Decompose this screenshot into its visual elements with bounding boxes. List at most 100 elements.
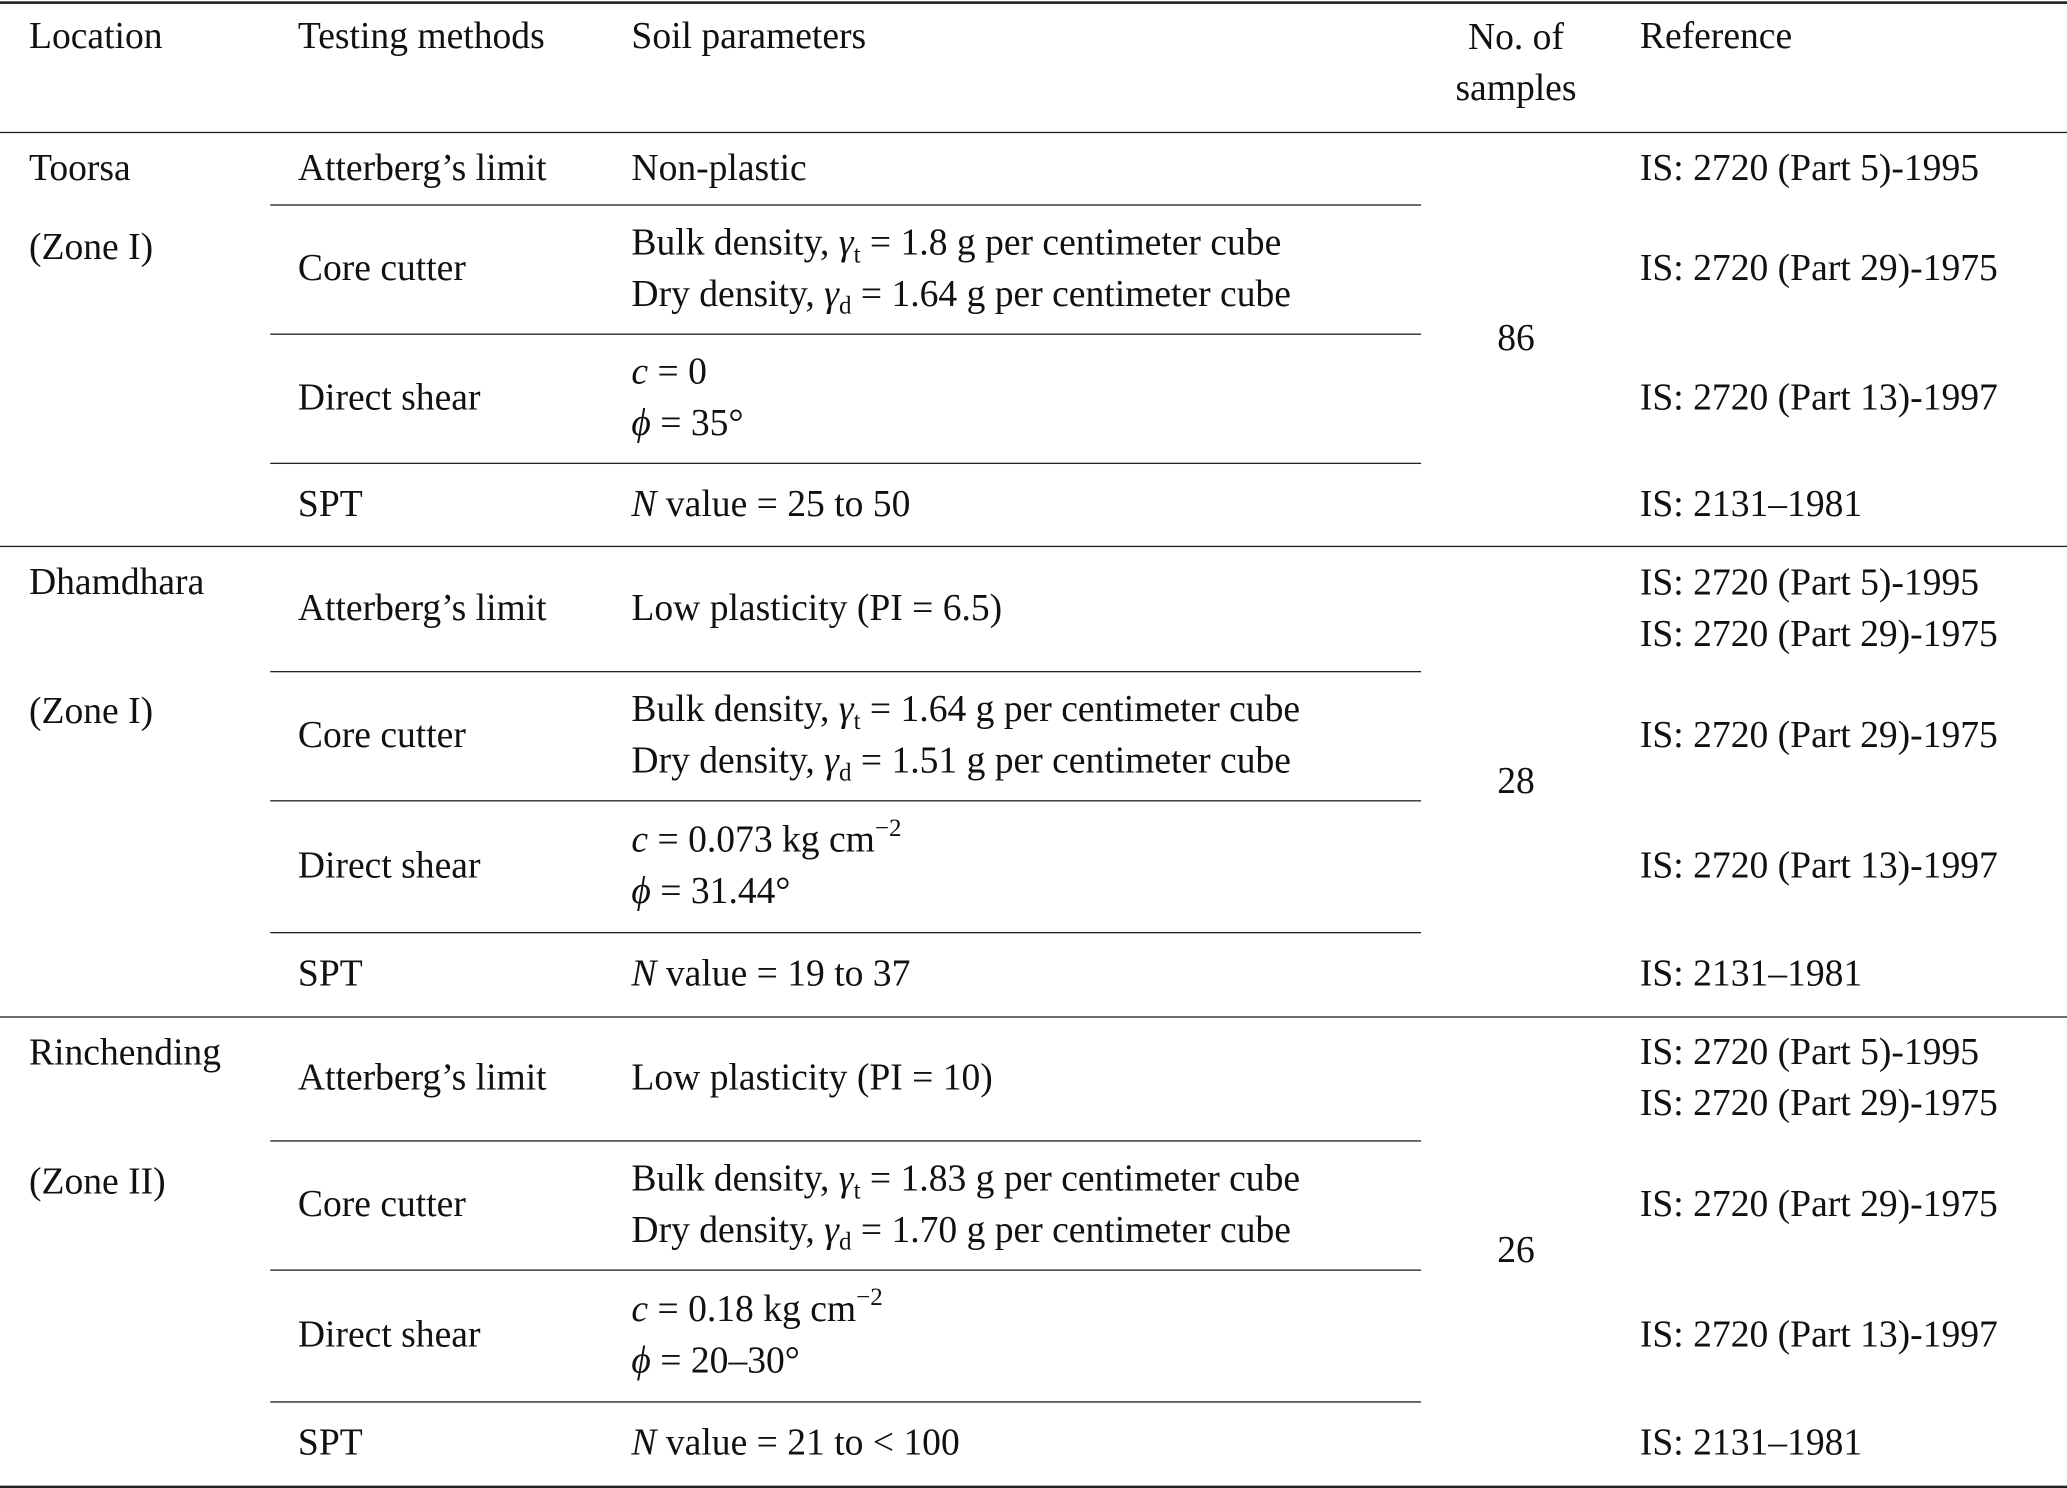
- rule: [270, 1140, 1422, 1142]
- reference-line: IS: 2720 (Part 29)-1975: [1639, 613, 1998, 655]
- reference-line: IS: 2720 (Part 5)-1995: [1639, 147, 1980, 189]
- soil-parameters: N value = 25 to 50: [631, 479, 910, 530]
- samples: 26: [1497, 1230, 1535, 1272]
- text-part: value = 21 to < 100: [656, 1423, 960, 1464]
- italic-symbol: γ: [824, 274, 839, 316]
- text-part: Dry density,: [631, 1210, 825, 1252]
- text-part: = 1.83 g per centimeter cube: [860, 1158, 1301, 1200]
- soil-parameters: c = 0.18 kg cm−2 ϕ = 20–30°: [631, 1284, 882, 1387]
- testing-method: Atterberg’s limit: [297, 1057, 547, 1099]
- header-cell: Testing methods: [297, 16, 545, 58]
- text-part: Dry density,: [631, 274, 825, 316]
- text-part: = 0.18 kg cm: [648, 1289, 857, 1331]
- italic-symbol: c: [631, 819, 649, 861]
- reference: IS: 2720 (Part 29)-1975: [1640, 1179, 1998, 1230]
- text-part: = 0.073 kg cm: [648, 819, 875, 861]
- soil-parameters: Bulk density, γt = 1.64 g per centimeter…: [631, 684, 1300, 787]
- rule: [0, 545, 2067, 548]
- parameter-line: c = 0: [631, 347, 743, 398]
- italic-symbol: γ: [838, 1158, 854, 1200]
- parameter-line: c = 0.073 kg cm−2: [631, 815, 901, 866]
- text-part: Bulk density,: [631, 689, 839, 731]
- samples: 86: [1497, 318, 1535, 360]
- zone: (Zone I): [29, 691, 154, 733]
- testing-method: Core cutter: [297, 1184, 466, 1226]
- reference-line: IS: 2720 (Part 13)-1997: [1639, 1314, 1998, 1356]
- reference-line: IS: 2720 (Part 29)-1975: [1639, 248, 1998, 290]
- soil-parameters: c = 0.073 kg cm−2 ϕ = 31.44°: [631, 815, 901, 918]
- superscript: −2: [874, 814, 902, 843]
- text-part: Low plasticity (PI = 6.5): [631, 587, 1003, 629]
- reference: IS: 2720 (Part 29)-1975: [1640, 710, 1998, 761]
- italic-symbol: c: [631, 351, 649, 393]
- testing-method: Direct shear: [297, 1314, 481, 1356]
- reference-line: IS: 2720 (Part 29)-1975: [1639, 1083, 1998, 1125]
- header-cell: No. of samples: [1455, 17, 1577, 110]
- rule: [270, 931, 1422, 934]
- location: Rinchending: [29, 1032, 222, 1074]
- parameter-line: Bulk density, γt = 1.64 g per centimeter…: [631, 684, 1300, 735]
- rule: [270, 1401, 1422, 1403]
- reference: IS: 2720 (Part 5)-1995 IS: 2720 (Part 29)…: [1640, 1027, 1998, 1130]
- text-part: = 1.70 g per centimeter cube: [851, 1210, 1291, 1252]
- italic-symbol: N: [631, 1423, 657, 1464]
- soil-parameters: N value = 19 to 37: [631, 948, 910, 999]
- italic-symbol: γ: [824, 1210, 839, 1252]
- testing-method: SPT: [297, 953, 363, 995]
- italic-symbol: ϕ: [631, 1340, 651, 1382]
- reference-line: IS: 2720 (Part 29)-1975: [1639, 715, 1998, 757]
- reference-line: IS: 2131–1981: [1639, 953, 1863, 995]
- text-part: = 0: [648, 351, 707, 393]
- text-part: value = 19 to 37: [656, 953, 911, 995]
- location: Dhamdhara: [29, 562, 205, 604]
- reference-line: IS: 2131–1981: [1639, 483, 1863, 525]
- text-part: Bulk density,: [631, 1158, 839, 1200]
- soil-parameters: Non-plastic: [631, 142, 806, 193]
- reference: IS: 2131–1981: [1640, 1418, 1862, 1469]
- italic-symbol: N: [631, 953, 657, 995]
- text-part: Dry density,: [631, 740, 825, 782]
- testing-method: Atterberg’s limit: [297, 147, 547, 189]
- text-part: value = 25 to 50: [656, 483, 911, 525]
- text-part: = 20–30°: [650, 1340, 800, 1382]
- parameter-line: Bulk density, γt = 1.83 g per centimeter…: [631, 1153, 1300, 1204]
- soil-parameters: Bulk density, γt = 1.83 g per centimeter…: [631, 1153, 1300, 1256]
- rule: [270, 204, 1422, 206]
- parameter-line: N value = 19 to 37: [631, 948, 910, 999]
- parameter-line: ϕ = 31.44°: [631, 866, 901, 917]
- testing-method: Direct shear: [297, 845, 481, 887]
- zone: (Zone I): [29, 227, 154, 269]
- reference: IS: 2131–1981: [1640, 948, 1862, 999]
- parameter-line: ϕ = 35°: [631, 398, 743, 449]
- reference: IS: 2720 (Part 13)-1997: [1640, 1310, 1998, 1361]
- parameter-line: Dry density, γd = 1.70 g per centimeter …: [631, 1205, 1300, 1256]
- zone: (Zone II): [29, 1162, 166, 1203]
- reference-line: IS: 2131–1981: [1639, 1423, 1863, 1464]
- header-cell: Location: [29, 16, 163, 58]
- rule: [270, 462, 1422, 465]
- italic-symbol: N: [631, 483, 657, 525]
- location: Toorsa: [29, 148, 131, 190]
- reference: IS: 2720 (Part 29)-1975: [1640, 243, 1998, 294]
- reference-line: IS: 2720 (Part 13)-1997: [1639, 377, 1998, 419]
- testing-method: Direct shear: [297, 377, 481, 419]
- testing-method: SPT: [297, 1423, 363, 1464]
- italic-symbol: γ: [838, 689, 854, 731]
- italic-symbol: ϕ: [631, 403, 651, 445]
- subscript: d: [838, 292, 852, 321]
- parameter-line: Low plasticity (PI = 6.5): [631, 583, 1002, 634]
- italic-symbol: c: [631, 1289, 649, 1331]
- superscript: −2: [856, 1283, 883, 1312]
- reference: IS: 2720 (Part 13)-1997: [1640, 372, 1998, 423]
- text-part: = 35°: [650, 403, 744, 445]
- text-part: Bulk density,: [631, 222, 839, 264]
- subscript: t: [853, 1177, 861, 1205]
- parameter-line: N value = 21 to < 100: [631, 1418, 959, 1469]
- text-part: = 1.64 g per centimeter cube: [851, 274, 1291, 316]
- soil-parameters: Bulk density, γt = 1.8 g per centimeter …: [631, 218, 1291, 321]
- header-cell: Soil parameters: [631, 16, 867, 58]
- subscript: t: [853, 707, 861, 736]
- parameter-line: Dry density, γd = 1.51 g per centimeter …: [631, 736, 1300, 787]
